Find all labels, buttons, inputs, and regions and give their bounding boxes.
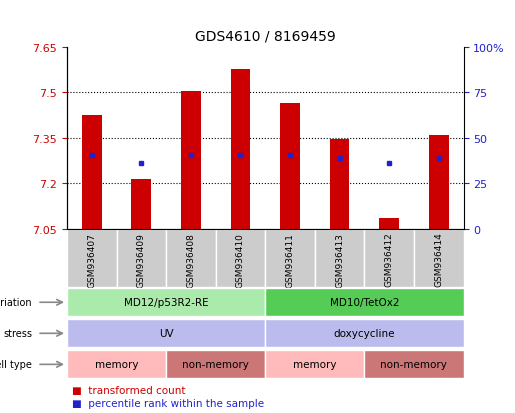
Text: memory: memory bbox=[293, 359, 336, 370]
Text: GSM936411: GSM936411 bbox=[285, 232, 295, 287]
Text: GSM936413: GSM936413 bbox=[335, 232, 344, 287]
Text: genotype/variation: genotype/variation bbox=[0, 297, 32, 308]
Bar bbox=[67, 351, 166, 378]
Text: GSM936412: GSM936412 bbox=[385, 232, 393, 287]
Text: GSM936410: GSM936410 bbox=[236, 232, 245, 287]
Text: memory: memory bbox=[95, 359, 138, 370]
Bar bbox=[365, 229, 414, 287]
Text: GSM936407: GSM936407 bbox=[87, 232, 96, 287]
Bar bbox=[166, 351, 265, 378]
Text: GSM936414: GSM936414 bbox=[434, 232, 443, 287]
Text: GSM936409: GSM936409 bbox=[137, 232, 146, 287]
Text: non-memory: non-memory bbox=[182, 359, 249, 370]
Bar bbox=[67, 229, 116, 287]
Bar bbox=[67, 320, 265, 347]
Bar bbox=[216, 229, 265, 287]
Text: doxycycline: doxycycline bbox=[334, 328, 395, 339]
Text: UV: UV bbox=[159, 328, 174, 339]
Text: non-memory: non-memory bbox=[381, 359, 448, 370]
Text: ■  transformed count: ■ transformed count bbox=[72, 385, 185, 395]
Bar bbox=[414, 229, 464, 287]
Bar bbox=[429, 135, 449, 229]
Text: MD12/p53R2-RE: MD12/p53R2-RE bbox=[124, 297, 209, 308]
Text: MD10/TetOx2: MD10/TetOx2 bbox=[330, 297, 399, 308]
Bar bbox=[116, 229, 166, 287]
Text: ■  percentile rank within the sample: ■ percentile rank within the sample bbox=[72, 398, 264, 408]
Bar bbox=[131, 179, 151, 229]
Bar bbox=[67, 289, 265, 316]
Bar bbox=[265, 289, 464, 316]
Bar bbox=[365, 351, 464, 378]
Bar bbox=[265, 229, 315, 287]
Text: cell type: cell type bbox=[0, 359, 32, 370]
Bar bbox=[379, 218, 399, 229]
Bar bbox=[315, 229, 365, 287]
Bar bbox=[265, 351, 365, 378]
Text: GSM936408: GSM936408 bbox=[186, 232, 195, 287]
Bar bbox=[166, 229, 216, 287]
Bar bbox=[231, 70, 250, 229]
Bar bbox=[330, 140, 350, 229]
Text: stress: stress bbox=[3, 328, 32, 339]
Bar bbox=[181, 91, 201, 229]
Bar bbox=[280, 104, 300, 229]
Title: GDS4610 / 8169459: GDS4610 / 8169459 bbox=[195, 30, 336, 43]
Bar bbox=[82, 116, 101, 229]
Bar bbox=[265, 320, 464, 347]
